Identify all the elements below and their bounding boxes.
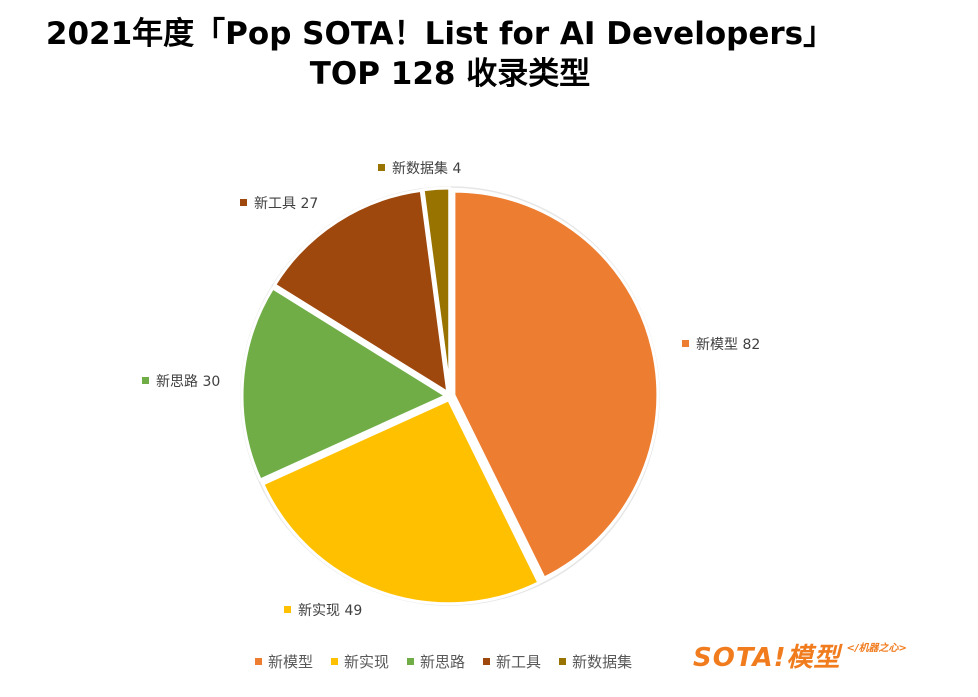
legend-label-1: 新模型 xyxy=(268,652,314,671)
pie-slice-1 xyxy=(452,189,660,580)
data-label-marker-5 xyxy=(378,164,385,171)
pie-slice-4 xyxy=(273,188,450,395)
legend-swatch-5 xyxy=(559,657,567,665)
data-label-1: 新模型 82 xyxy=(696,337,760,353)
legend-item-4: 新工具 xyxy=(483,651,541,672)
legend-label-3: 新思路 xyxy=(420,652,466,671)
legend-swatch-3 xyxy=(407,657,415,665)
legend-label-4: 新工具 xyxy=(496,652,542,671)
legend-item-5: 新数据集 xyxy=(559,651,632,672)
legend-swatch-1 xyxy=(255,657,262,665)
brand-logo-main: SOTA!模型 xyxy=(693,643,841,673)
data-label-2: 新实现 49 xyxy=(298,603,362,619)
chart-title-line2: TOP 128 收录类型 xyxy=(309,56,591,92)
brand-logo: SOTA!模型 </机器之心> xyxy=(693,640,907,680)
data-label-marker-2 xyxy=(284,606,291,613)
data-label-5: 新数据集 4 xyxy=(392,160,461,177)
pie-slice-3 xyxy=(240,286,448,482)
chart-title: 2021年度「Pop SOTA！List for AI Developers」 … xyxy=(0,14,880,94)
data-label-marker-4 xyxy=(240,199,247,206)
data-label-marker-1 xyxy=(682,340,689,347)
legend-item-2: 新实现 xyxy=(331,651,389,672)
pie-slice-5 xyxy=(421,186,452,394)
brand-logo-sub: </机器之心> xyxy=(846,643,907,654)
legend-swatch-2 xyxy=(331,657,339,665)
legend-label-5: 新数据集 xyxy=(572,652,633,671)
pie-slice-2 xyxy=(261,398,541,606)
chart-legend: 新模型 新实现 新思路 新工具 新数据集 xyxy=(255,650,632,672)
legend-swatch-4 xyxy=(483,657,491,665)
legend-item-1: 新模型 xyxy=(255,651,313,672)
data-label-3: 新思路 30 xyxy=(156,374,220,390)
data-label-marker-3 xyxy=(142,377,149,384)
chart-title-line1: 2021年度「Pop SOTA！List for AI Developers」 xyxy=(45,16,835,52)
data-label-4: 新工具 27 xyxy=(254,196,318,212)
legend-item-3: 新思路 xyxy=(407,651,465,672)
legend-label-2: 新实现 xyxy=(344,652,390,671)
